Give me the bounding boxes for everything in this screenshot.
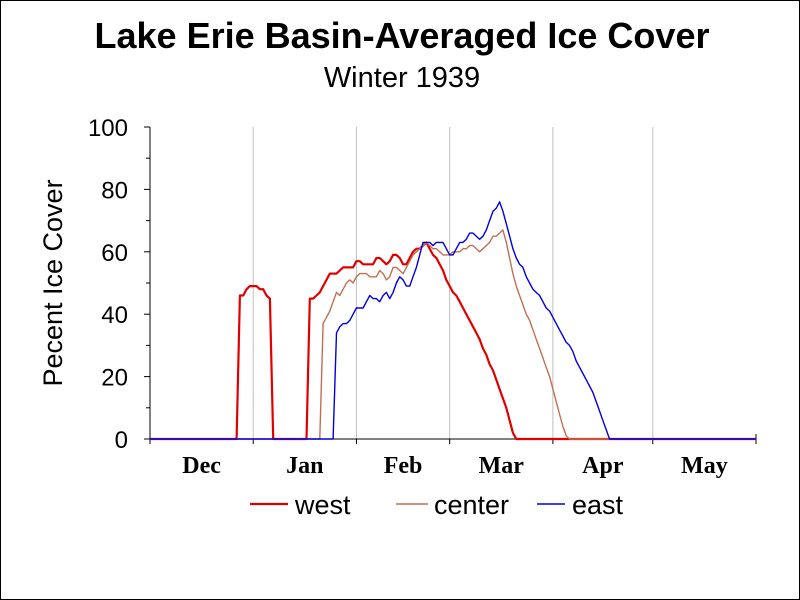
chart-title: Lake Erie Basin-Averaged Ice Cover [95, 15, 710, 56]
y-tick-label: 0 [115, 427, 128, 454]
legend-label-east: east [572, 490, 624, 520]
y-tick-label: 40 [101, 302, 128, 329]
y-tick-label: 60 [101, 240, 128, 267]
legend: west center east [250, 490, 624, 520]
series-line-east [150, 201, 756, 440]
y-axis-label: Pecent Ice Cover [38, 179, 68, 386]
x-tick-label-jan: Jan [286, 453, 323, 479]
series-line-center [150, 229, 756, 440]
x-tick-label-mar: Mar [479, 453, 525, 479]
y-tick-label: 80 [101, 177, 128, 204]
y-tick-label: 100 [88, 115, 128, 142]
y-tick-labels: 0 20 40 60 80 100 [88, 115, 128, 454]
y-tick-label: 20 [101, 365, 128, 392]
legend-label-west: west [294, 490, 351, 520]
x-tick-label-dec: Dec [182, 453, 221, 479]
chart-subtitle: Winter 1939 [324, 62, 480, 94]
series-line-west [150, 241, 756, 441]
grid-lines [252, 127, 654, 439]
x-tick-labels: Dec Jan Feb Mar Apr May [182, 453, 727, 479]
x-tick-label-apr: Apr [582, 453, 624, 479]
legend-label-center: center [434, 490, 509, 520]
x-tick-label-feb: Feb [384, 453, 423, 479]
x-tick-label-may: May [681, 453, 728, 479]
series-lines [150, 201, 756, 441]
